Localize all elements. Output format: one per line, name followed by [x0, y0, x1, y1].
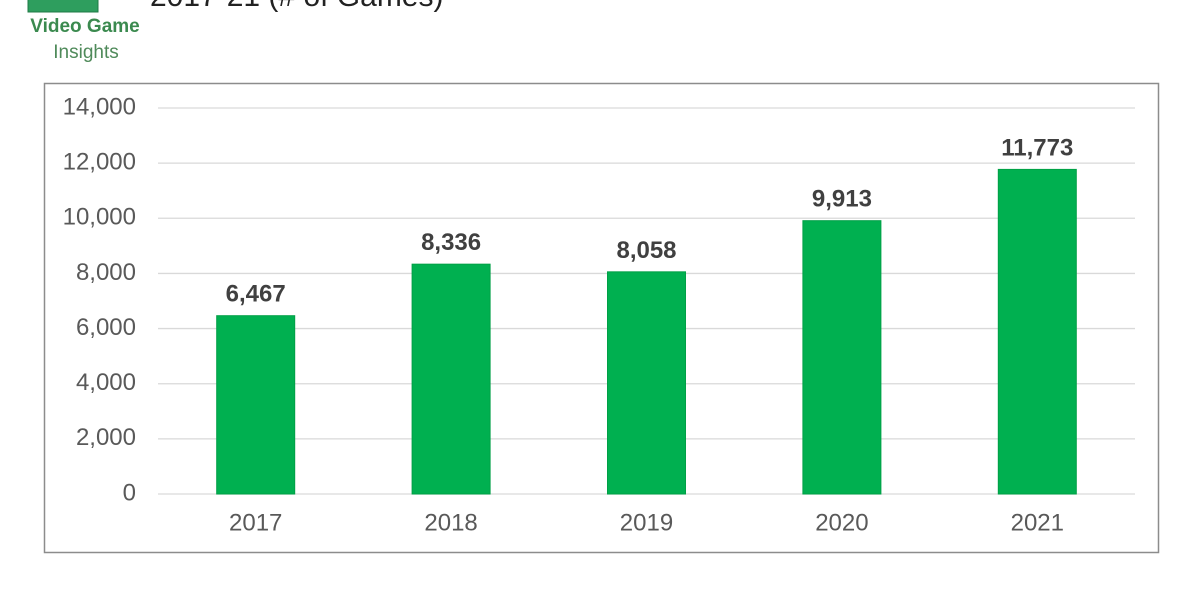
x-tick-label: 2017	[229, 509, 282, 536]
y-tick-label: 10,000	[63, 204, 136, 231]
plot-frame	[43, 82, 1160, 554]
y-tick-label: 0	[123, 479, 136, 506]
chart-title: 2017-21 (# of Games)	[150, 0, 443, 13]
value-label: 8,058	[616, 237, 676, 264]
y-tick-label: 4,000	[76, 369, 136, 396]
bar	[997, 168, 1077, 495]
value-label: 11,773	[1001, 134, 1073, 161]
logo-line2: Insights	[53, 42, 118, 63]
x-tick-label: 2020	[815, 509, 868, 536]
y-tick-label: 8,000	[76, 259, 136, 286]
value-label: 9,913	[812, 186, 872, 213]
logo-line1: Video Game	[30, 16, 139, 37]
value-label: 6,467	[226, 281, 286, 308]
y-tick-label: 6,000	[76, 314, 136, 341]
x-tick-label: 2019	[620, 509, 673, 536]
bar	[411, 263, 491, 495]
x-tick-label: 2021	[1011, 509, 1064, 536]
x-tick-label: 2018	[424, 509, 477, 536]
y-tick-label: 2,000	[76, 424, 136, 451]
y-tick-label: 14,000	[63, 93, 136, 120]
y-tick-label: 12,000	[63, 148, 136, 175]
bar	[607, 271, 686, 495]
value-label: 8,336	[421, 229, 481, 256]
bar	[216, 315, 296, 495]
bar	[802, 220, 882, 495]
logo-icon	[27, 0, 99, 13]
